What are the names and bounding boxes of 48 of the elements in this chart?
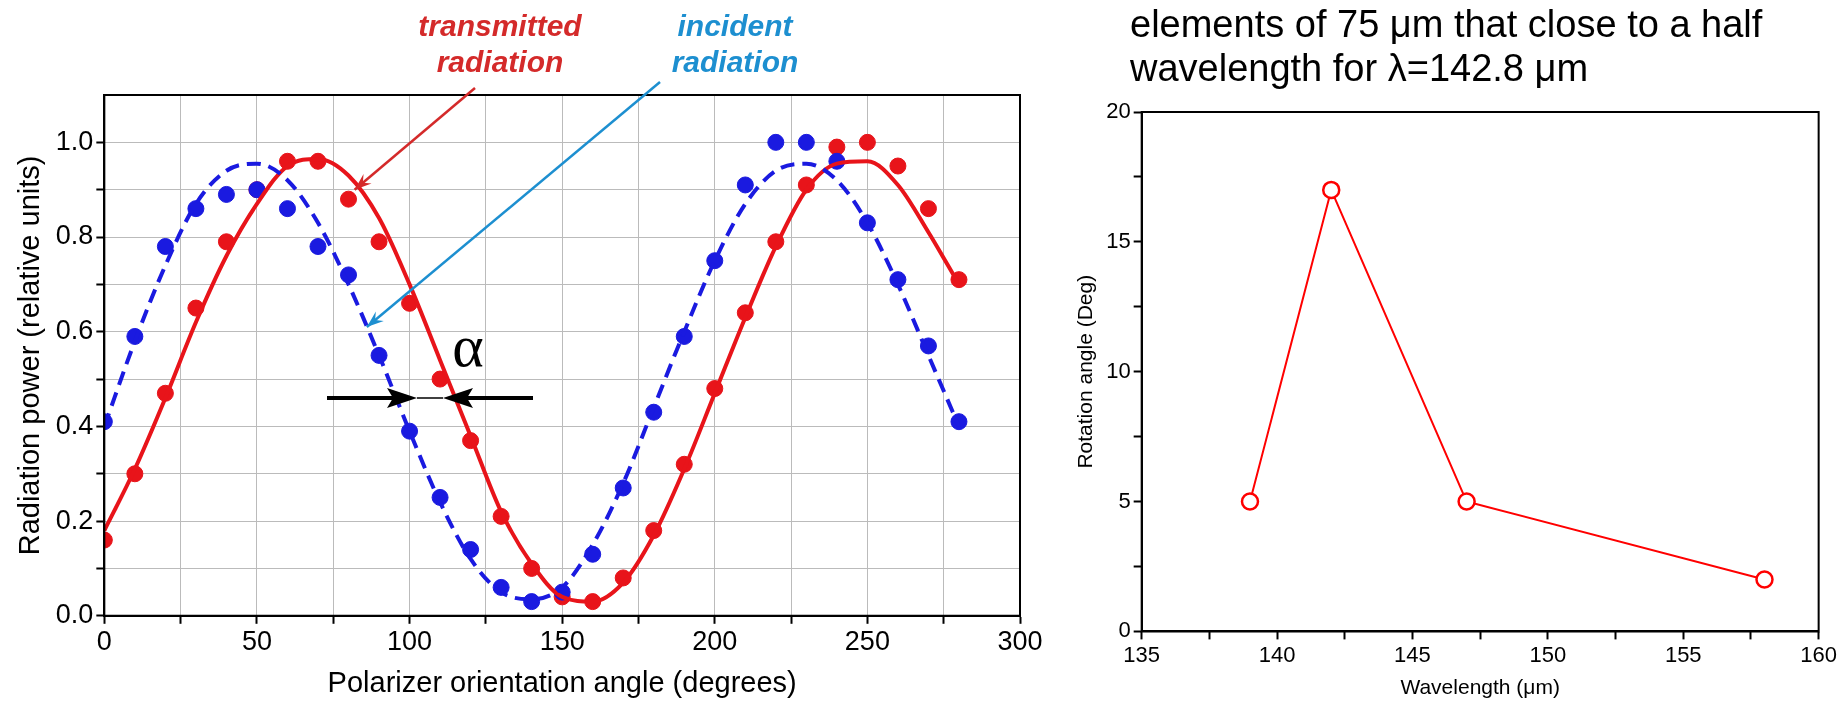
- point: [1457, 492, 1476, 511]
- point: [767, 133, 785, 151]
- y-tick-label: 0.4: [55, 409, 94, 440]
- x-tick-label: 140: [1258, 641, 1296, 667]
- x-tick-label: 155: [1664, 641, 1702, 667]
- x-tick-label: 200: [692, 626, 738, 657]
- point: [1755, 570, 1774, 589]
- x-tick-label: 150: [1529, 641, 1567, 667]
- x-axis-title: Wavelength (μm): [1400, 675, 1560, 699]
- point: [156, 238, 174, 256]
- y-tick-label: 15: [1106, 227, 1131, 253]
- x-tick-label: 100: [387, 626, 433, 657]
- annotation: incident radiation: [671, 9, 799, 79]
- point: [217, 185, 235, 203]
- y-tick-label: 5: [1118, 487, 1131, 513]
- point: [736, 176, 754, 194]
- x-tick-label: 160: [1800, 641, 1838, 667]
- point: [919, 200, 937, 218]
- x-tick-label: 145: [1394, 641, 1431, 667]
- x-tick-label: 250: [844, 626, 890, 657]
- point: [278, 200, 296, 218]
- y-axis-title: Rotation angle (Deg): [1073, 274, 1097, 469]
- point: [1240, 492, 1260, 511]
- y-tick-label: 0.6: [55, 315, 94, 346]
- point: [828, 138, 846, 156]
- y-tick-label: 0.2: [55, 504, 94, 535]
- y-tick-label: 1.0: [55, 125, 94, 156]
- x-tick-label: 50: [241, 626, 272, 657]
- point: [858, 133, 876, 151]
- point: [462, 541, 480, 559]
- point: [309, 238, 327, 256]
- point: [1321, 180, 1341, 200]
- point: [370, 233, 388, 251]
- x-axis-title: Polarizer orientation angle (degrees): [327, 665, 797, 698]
- annotation: transmitted radiation: [418, 9, 583, 79]
- x-tick-label: 150: [539, 626, 585, 657]
- x-tick-label: 135: [1123, 641, 1161, 667]
- chart-title: elements of 75 μm that close to a half wavelength for λ=142.8 μm: [1130, 2, 1764, 90]
- point: [340, 190, 358, 208]
- y-tick-label: 10: [1106, 357, 1131, 383]
- annotation: α: [452, 312, 484, 379]
- point: [797, 133, 815, 151]
- y-tick-label: 20: [1106, 98, 1131, 124]
- y-tick-label: 0.0: [55, 599, 94, 630]
- y-tick-label: 0.8: [55, 220, 94, 251]
- point: [889, 157, 907, 175]
- y-axis-title: Radiation power (relative units): [13, 155, 46, 556]
- x-tick-label: 300: [997, 626, 1043, 657]
